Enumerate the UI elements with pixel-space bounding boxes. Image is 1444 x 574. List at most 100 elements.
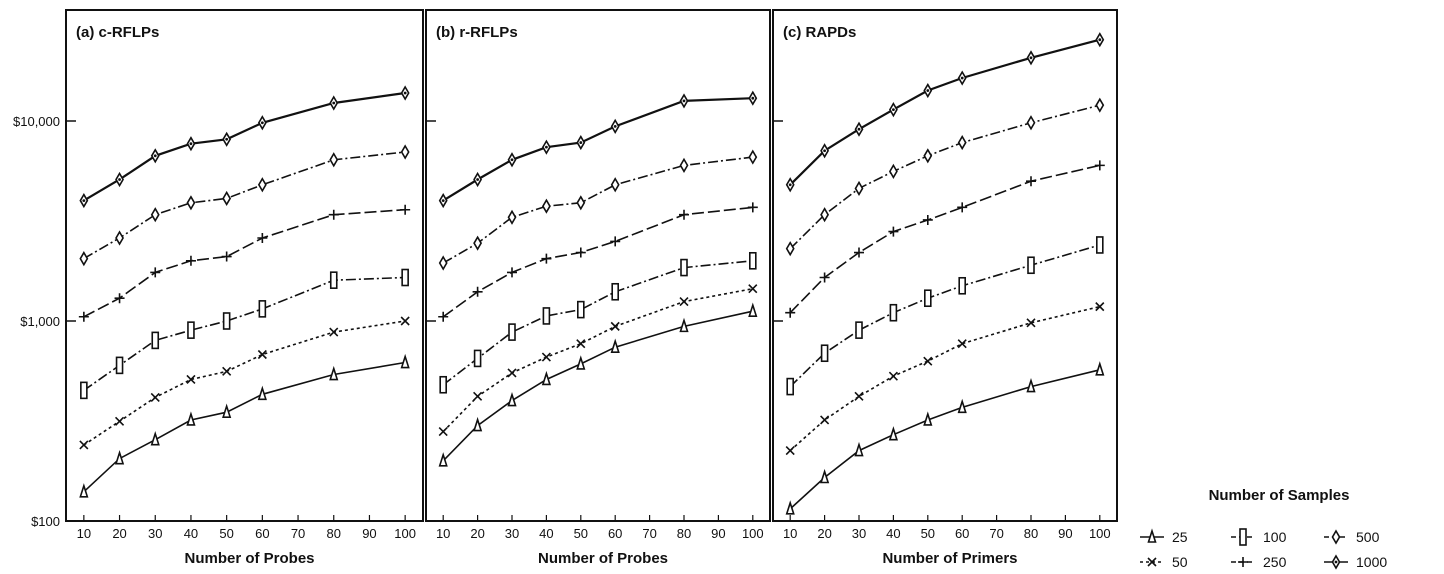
data-point: [438, 452, 448, 467]
y-tick-label: $10,000: [13, 114, 60, 129]
x-tick-label: 60: [955, 526, 969, 541]
data-point: [78, 311, 89, 322]
data-point: [820, 415, 830, 425]
data-point: [507, 391, 517, 407]
data-point: [187, 321, 195, 339]
data-point: [785, 241, 795, 257]
data-point: [1095, 361, 1105, 376]
x-tick-label: 30: [148, 526, 162, 541]
data-point-dot: [403, 91, 407, 95]
x-tick-label: 50: [921, 526, 935, 541]
series-line: [442, 287, 753, 433]
data-point: [186, 411, 196, 426]
data-point-dot: [613, 124, 617, 128]
data-point: [438, 427, 448, 437]
data-point: [79, 440, 89, 450]
legend-marker: [1147, 528, 1157, 543]
data-point: [150, 207, 160, 223]
data-point: [401, 268, 409, 287]
x-tick-label: 80: [677, 526, 691, 541]
x-tick-label: 10: [436, 526, 450, 541]
data-point: [150, 392, 160, 402]
data-point: [819, 272, 830, 283]
plot-frame: [425, 9, 771, 522]
x-tick-label: 20: [112, 526, 126, 541]
data-point: [507, 209, 517, 225]
x-tick-label: 40: [886, 526, 900, 541]
data-point: [114, 450, 125, 465]
data-point: [257, 349, 267, 360]
legend-entries: 25 100 500 50 250 1000: [1140, 528, 1387, 570]
legend-label: 500: [1356, 529, 1380, 545]
data-point: [438, 311, 449, 322]
data-point-dot: [189, 142, 193, 146]
series-line: [789, 38, 1101, 186]
data-point: [438, 255, 448, 271]
y-tick-label: $100: [31, 514, 60, 529]
x-tick-label: 60: [255, 526, 269, 541]
x-axis-title: Number of Probes: [538, 550, 668, 567]
x-tick-label: 30: [505, 526, 519, 541]
series-1000: [785, 32, 1105, 193]
data-point: [610, 177, 620, 193]
data-point: [923, 289, 932, 308]
series-500: [438, 149, 758, 271]
data-point: [747, 202, 758, 213]
series-250: [78, 204, 411, 322]
data-point-dot: [682, 99, 686, 103]
data-point: [679, 317, 689, 333]
data-point: [222, 190, 232, 207]
x-tick-label: 20: [817, 526, 831, 541]
data-point: [541, 198, 551, 214]
y-axis-tick-labels: $100 $1,000 $10,000: [13, 114, 60, 529]
data-point-dot: [510, 158, 514, 162]
data-point-dot: [1029, 56, 1033, 60]
data-point-dot: [857, 127, 861, 131]
data-point: [400, 353, 410, 369]
chart-panel-2: 10 20 30 40 50 60 70 80 90 100 (c) RAPDs Number of …: [772, 9, 1118, 567]
data-point: [1094, 160, 1105, 171]
x-tick-label: 100: [742, 526, 764, 541]
data-point: [576, 339, 586, 349]
legend-entry-500: 500: [1324, 529, 1380, 545]
series-100: [439, 251, 757, 394]
data-point: [888, 226, 899, 237]
data-point: [221, 251, 232, 262]
data-point: [748, 251, 757, 270]
data-point: [473, 235, 483, 251]
data-point: [473, 416, 483, 432]
data-point-dot: [82, 199, 86, 202]
series-line: [789, 369, 1100, 510]
series-250: [438, 202, 758, 322]
data-point: [888, 371, 898, 381]
data-point: [610, 338, 620, 353]
series-line: [442, 260, 753, 386]
data-point-dot: [926, 89, 930, 92]
series-line: [442, 97, 753, 202]
data-point: [328, 209, 339, 220]
series-50: [438, 284, 758, 437]
data-point: [958, 276, 967, 295]
x-tick-label: 10: [77, 526, 91, 541]
data-point: [150, 431, 160, 446]
x-tick-label: 70: [642, 526, 656, 541]
data-point-dot: [153, 154, 157, 158]
legend-marker: [1238, 557, 1248, 567]
data-point: [1095, 302, 1105, 312]
legend-label: 1000: [1356, 554, 1387, 570]
data-point: [786, 377, 795, 396]
data-point: [576, 195, 586, 211]
data-point-dot: [579, 141, 583, 144]
x-tick-label: 80: [1024, 526, 1038, 541]
data-point: [400, 204, 411, 215]
series-50: [785, 302, 1105, 456]
data-point: [114, 416, 125, 426]
data-point: [820, 207, 830, 223]
series-line: [789, 244, 1101, 388]
plot-frame: [65, 9, 424, 522]
data-point: [329, 365, 339, 381]
series-line: [789, 104, 1100, 250]
series-25: [438, 302, 758, 467]
data-point: [610, 321, 620, 331]
